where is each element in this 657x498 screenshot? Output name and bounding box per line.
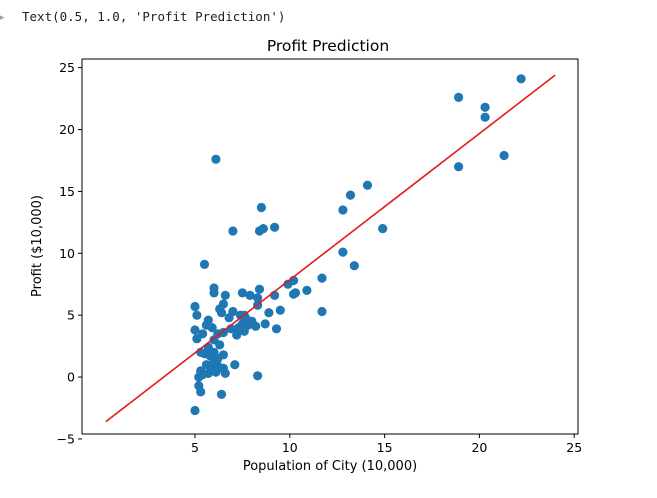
y-tick-label: 15 xyxy=(59,184,75,199)
scatter-point xyxy=(230,360,240,370)
scatter-point xyxy=(192,310,202,320)
plot-frame xyxy=(81,58,579,435)
y-axis-label: Profit ($10,000) xyxy=(30,195,45,297)
output-text: Text(0.5, 1.0, 'Profit Prediction') xyxy=(22,9,286,24)
scatter-point xyxy=(190,301,200,312)
x-tick-label: 5 xyxy=(191,440,199,455)
scatter-point xyxy=(245,290,255,300)
scatter-point xyxy=(216,308,227,318)
scatter-point xyxy=(192,334,202,344)
scatter-point xyxy=(349,261,359,271)
x-tick-label: 20 xyxy=(471,440,487,455)
scatter-point xyxy=(254,284,265,294)
scatter-point xyxy=(454,162,464,172)
scatter-point xyxy=(362,180,373,190)
scatter-point xyxy=(302,285,312,295)
scatter-point xyxy=(275,305,285,315)
scatter-point xyxy=(209,288,219,298)
scatter-point xyxy=(338,247,348,257)
scatter-point xyxy=(256,202,266,213)
scatter-point xyxy=(290,288,301,298)
scatter-point xyxy=(499,150,509,161)
output-chevron-icon[interactable]: ▸ xyxy=(0,13,5,23)
scatter-point xyxy=(205,351,215,361)
scatter-point xyxy=(258,224,268,234)
scatter-point xyxy=(253,371,263,381)
scatter-point xyxy=(220,290,230,300)
x-axis-label: Population of City (10,000) xyxy=(243,459,417,474)
scatter-point xyxy=(207,323,217,333)
scatter-point xyxy=(264,308,274,318)
scatter-point xyxy=(480,112,490,122)
scatter-point xyxy=(317,306,327,317)
scatter-point xyxy=(251,321,261,331)
scatter-point xyxy=(237,288,247,298)
x-tick-label: 10 xyxy=(282,440,298,455)
scatter-point xyxy=(218,350,228,360)
regression-line xyxy=(105,74,556,423)
scatter-point xyxy=(211,154,221,164)
y-tick-label: 25 xyxy=(59,60,75,75)
y-tick-label: 5 xyxy=(67,308,75,323)
scatter-point xyxy=(239,326,249,336)
chart-title: Profit Prediction xyxy=(267,37,389,55)
scatter-point xyxy=(232,330,242,340)
cell-output: ▸ Text(0.5, 1.0, 'Profit Prediction') xyxy=(0,0,657,36)
scatter-point xyxy=(215,340,225,350)
scatter-point xyxy=(216,389,227,399)
y-tick-label: −5 xyxy=(57,431,75,446)
scatter-point xyxy=(480,102,490,112)
scatter-point xyxy=(516,74,526,84)
scatter-point xyxy=(260,319,270,329)
scatter-point xyxy=(283,279,293,289)
scatter-point xyxy=(270,222,280,232)
scatter-point xyxy=(213,361,223,371)
scatter-point xyxy=(378,224,388,234)
scatter-point xyxy=(228,226,238,236)
scatter-point xyxy=(190,405,200,416)
y-tick-label: 10 xyxy=(59,246,75,261)
scatter-point xyxy=(190,325,200,335)
scatter-point xyxy=(196,387,206,397)
x-tick-label: 15 xyxy=(377,440,393,455)
scatter-point xyxy=(345,190,356,200)
x-tick-label: 25 xyxy=(566,440,582,455)
y-tick-label: 20 xyxy=(59,122,75,137)
scatter-point xyxy=(338,205,348,215)
scatter-point xyxy=(199,259,210,269)
scatter-point xyxy=(253,293,263,303)
scatter-point xyxy=(220,368,230,378)
y-tick-label: 0 xyxy=(67,370,75,385)
scatter-point xyxy=(228,306,238,317)
scatter-point xyxy=(271,324,282,334)
scatter-point xyxy=(454,92,464,102)
scatter-point xyxy=(198,370,208,380)
scatter-point xyxy=(317,273,327,283)
